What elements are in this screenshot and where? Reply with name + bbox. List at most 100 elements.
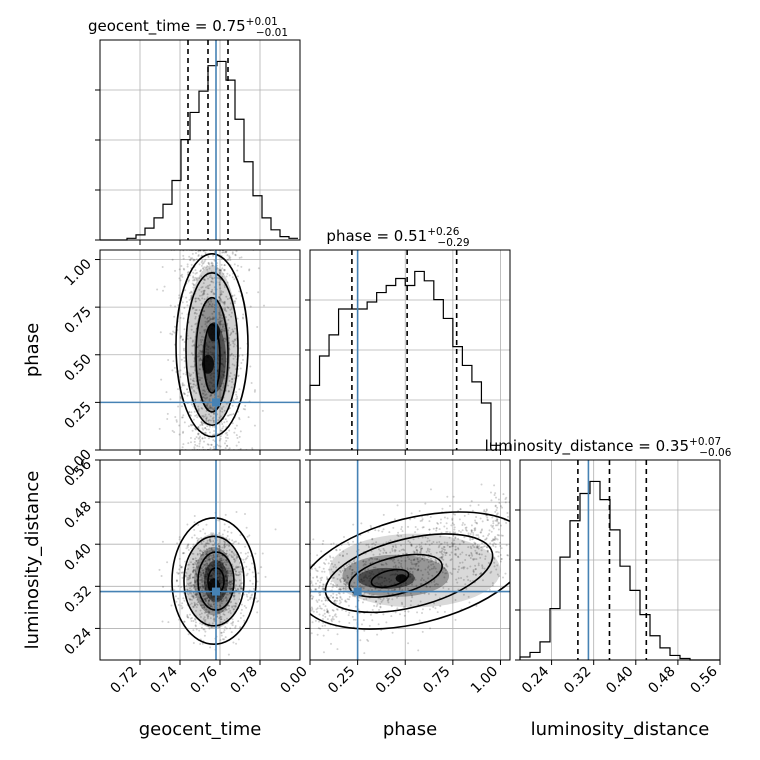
sample-point <box>494 496 497 499</box>
hist-bar <box>253 196 262 240</box>
sample-point <box>226 437 229 440</box>
sample-point <box>487 561 490 564</box>
sample-point <box>452 512 455 515</box>
sample-point <box>205 393 208 396</box>
sample-point <box>202 528 205 531</box>
sample-point <box>398 588 401 591</box>
sample-point <box>232 542 235 545</box>
sample-point <box>194 384 197 387</box>
sample-point <box>329 560 332 563</box>
sample-point <box>192 605 195 608</box>
sample-point <box>189 573 192 576</box>
sample-point <box>479 531 482 534</box>
sample-point <box>194 398 197 401</box>
sample-point <box>454 531 457 534</box>
sample-point <box>191 257 194 260</box>
sample-point <box>208 431 211 434</box>
sample-point <box>330 568 333 571</box>
sample-point <box>200 269 203 272</box>
sample-point <box>218 549 221 552</box>
sample-point <box>198 445 201 448</box>
sample-point <box>204 427 207 430</box>
sample-point <box>212 292 215 295</box>
sample-point <box>210 393 213 396</box>
sample-point <box>223 523 226 526</box>
sample-point <box>219 298 222 301</box>
sample-point <box>212 389 215 392</box>
sample-point <box>205 550 208 553</box>
sample-point <box>231 378 234 381</box>
sample-point <box>189 441 192 444</box>
sample-point <box>218 297 221 300</box>
sample-point <box>221 408 224 411</box>
sample-point <box>208 413 211 416</box>
sample-point <box>345 564 348 567</box>
sample-point <box>211 277 214 280</box>
sample-point <box>199 586 202 589</box>
sample-point <box>494 504 497 507</box>
sample-point <box>338 599 341 602</box>
sample-point <box>189 561 192 564</box>
sample-point <box>351 572 354 575</box>
sample-point <box>217 544 220 547</box>
sample-point <box>332 596 335 599</box>
sample-point <box>344 583 347 586</box>
sample-point <box>195 560 198 563</box>
sample-point <box>178 568 181 571</box>
sample-point <box>234 300 237 303</box>
sample-point <box>243 561 246 564</box>
sample-point <box>319 607 322 610</box>
sample-point <box>203 564 206 567</box>
sample-point <box>193 380 196 383</box>
sample-point <box>325 611 328 614</box>
sample-point <box>485 545 488 548</box>
sample-point <box>367 530 370 533</box>
sample-point <box>237 566 240 569</box>
sample-point <box>224 337 227 340</box>
sample-point <box>181 312 184 315</box>
sample-point <box>482 535 485 538</box>
sample-point <box>237 441 240 444</box>
sample-point <box>346 598 349 601</box>
sample-point <box>180 565 183 568</box>
sample-point <box>198 344 201 347</box>
sample-point <box>233 338 236 341</box>
sample-point <box>228 581 231 584</box>
sample-point <box>195 580 198 583</box>
sample-point <box>189 577 192 580</box>
sample-point <box>207 407 210 410</box>
sample-point <box>202 267 205 270</box>
sample-point <box>234 570 237 573</box>
sample-point <box>470 529 473 532</box>
sample-point <box>203 328 206 331</box>
sample-point <box>223 329 226 332</box>
sample-point <box>363 652 366 655</box>
density-level <box>194 297 230 412</box>
sample-point <box>200 383 203 386</box>
sample-point <box>497 551 500 554</box>
sample-point <box>319 577 322 580</box>
sample-point <box>180 274 183 277</box>
sample-point <box>495 519 498 522</box>
sample-point <box>407 540 410 543</box>
sample-point <box>200 341 203 344</box>
sample-point <box>202 396 205 399</box>
sample-point <box>199 600 202 603</box>
contour-line <box>324 533 494 614</box>
sample-point <box>225 559 228 562</box>
sample-point <box>340 598 343 601</box>
sample-point <box>485 538 488 541</box>
sample-point <box>221 317 224 320</box>
sample-point <box>392 545 395 548</box>
sample-point <box>223 309 226 312</box>
sample-point <box>202 278 205 281</box>
sample-point <box>331 583 334 586</box>
sample-point <box>344 567 347 570</box>
sample-point <box>442 548 445 551</box>
sample-point <box>201 392 204 395</box>
sample-point <box>471 554 474 557</box>
hist-panel-geocent_time <box>95 39 301 241</box>
sample-point <box>194 311 197 314</box>
sample-point <box>464 559 467 562</box>
sample-point <box>234 604 237 607</box>
